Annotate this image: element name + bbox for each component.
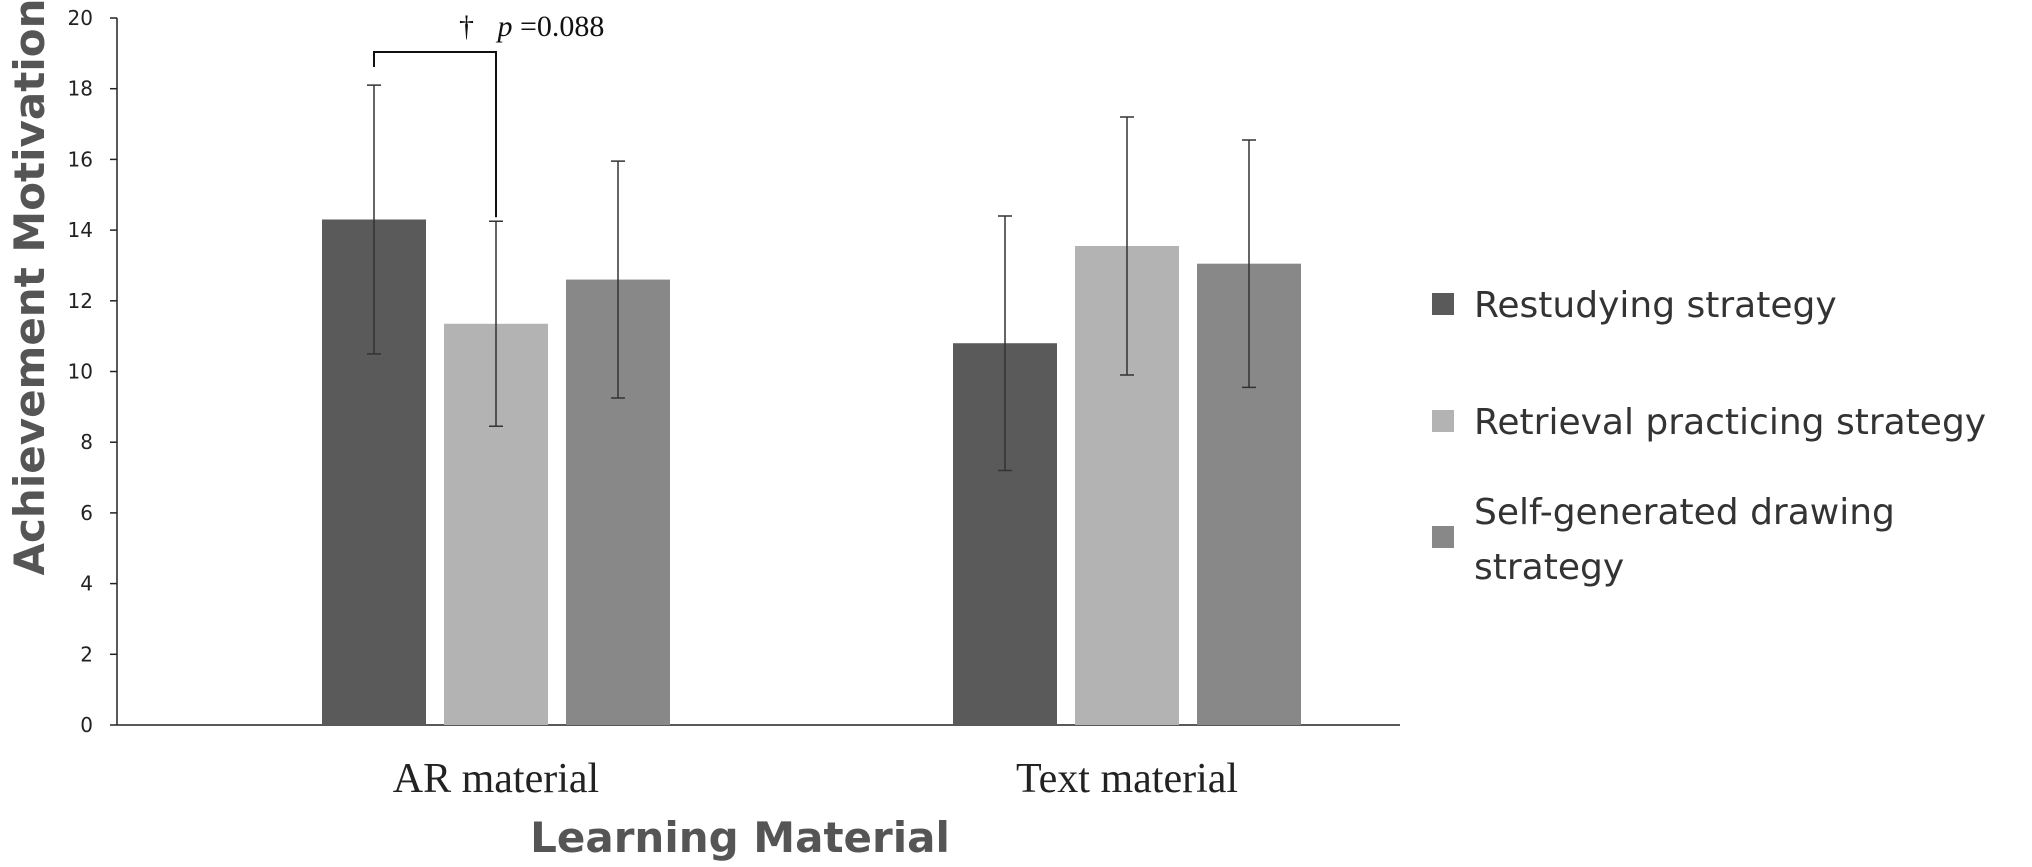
- legend-swatch: [1432, 293, 1454, 315]
- significance-annotation: † p =0.088: [373, 10, 604, 218]
- x-axis: AR material Text material: [117, 724, 1400, 802]
- y-tick-label: 18: [68, 77, 93, 101]
- error-bar: [998, 215, 1012, 472]
- dagger-symbol: †: [459, 10, 474, 43]
- legend-label: Self-generated drawing strategy: [1474, 492, 1895, 588]
- y-tick-label: 2: [80, 642, 93, 666]
- y-tick-label: 10: [68, 360, 93, 384]
- error-bar: [1242, 139, 1256, 389]
- error-bars-group: [367, 84, 1256, 472]
- legend-label: Retrieval practicing strategy: [1474, 402, 1986, 443]
- p-value: =0.088: [520, 10, 604, 43]
- bars-group: [322, 219, 1301, 725]
- legend-label: Restudying strategy: [1474, 285, 1837, 326]
- y-tick-label: 20: [68, 6, 93, 30]
- y-tick-label: 0: [80, 713, 93, 737]
- p-symbol: p: [496, 10, 513, 43]
- legend: Restudying strategy Retrieval practicing …: [1432, 285, 1986, 588]
- error-bar: [1120, 116, 1134, 376]
- x-axis-title: Learning Material: [530, 813, 950, 862]
- y-tick-label: 12: [68, 289, 93, 313]
- y-tick-label: 16: [68, 147, 93, 171]
- significance-label: † p =0.088: [459, 10, 604, 43]
- error-bar: [367, 84, 381, 355]
- x-category-label: Text material: [1016, 756, 1238, 802]
- error-bar: [489, 220, 503, 428]
- legend-swatch: [1432, 526, 1454, 548]
- y-axis: 0 2 4 6 8 10 12 14 16 18 20: [68, 6, 118, 737]
- y-axis-title: Achievement Motivation: [5, 0, 54, 575]
- legend-swatch: [1432, 410, 1454, 432]
- y-tick-label: 8: [80, 430, 93, 454]
- y-tick-label: 14: [68, 218, 93, 242]
- y-tick-label: 4: [80, 572, 93, 596]
- significance-bracket: [373, 51, 497, 218]
- x-category-label: AR material: [393, 756, 599, 802]
- error-bar: [611, 160, 625, 399]
- y-tick-label: 6: [80, 501, 93, 525]
